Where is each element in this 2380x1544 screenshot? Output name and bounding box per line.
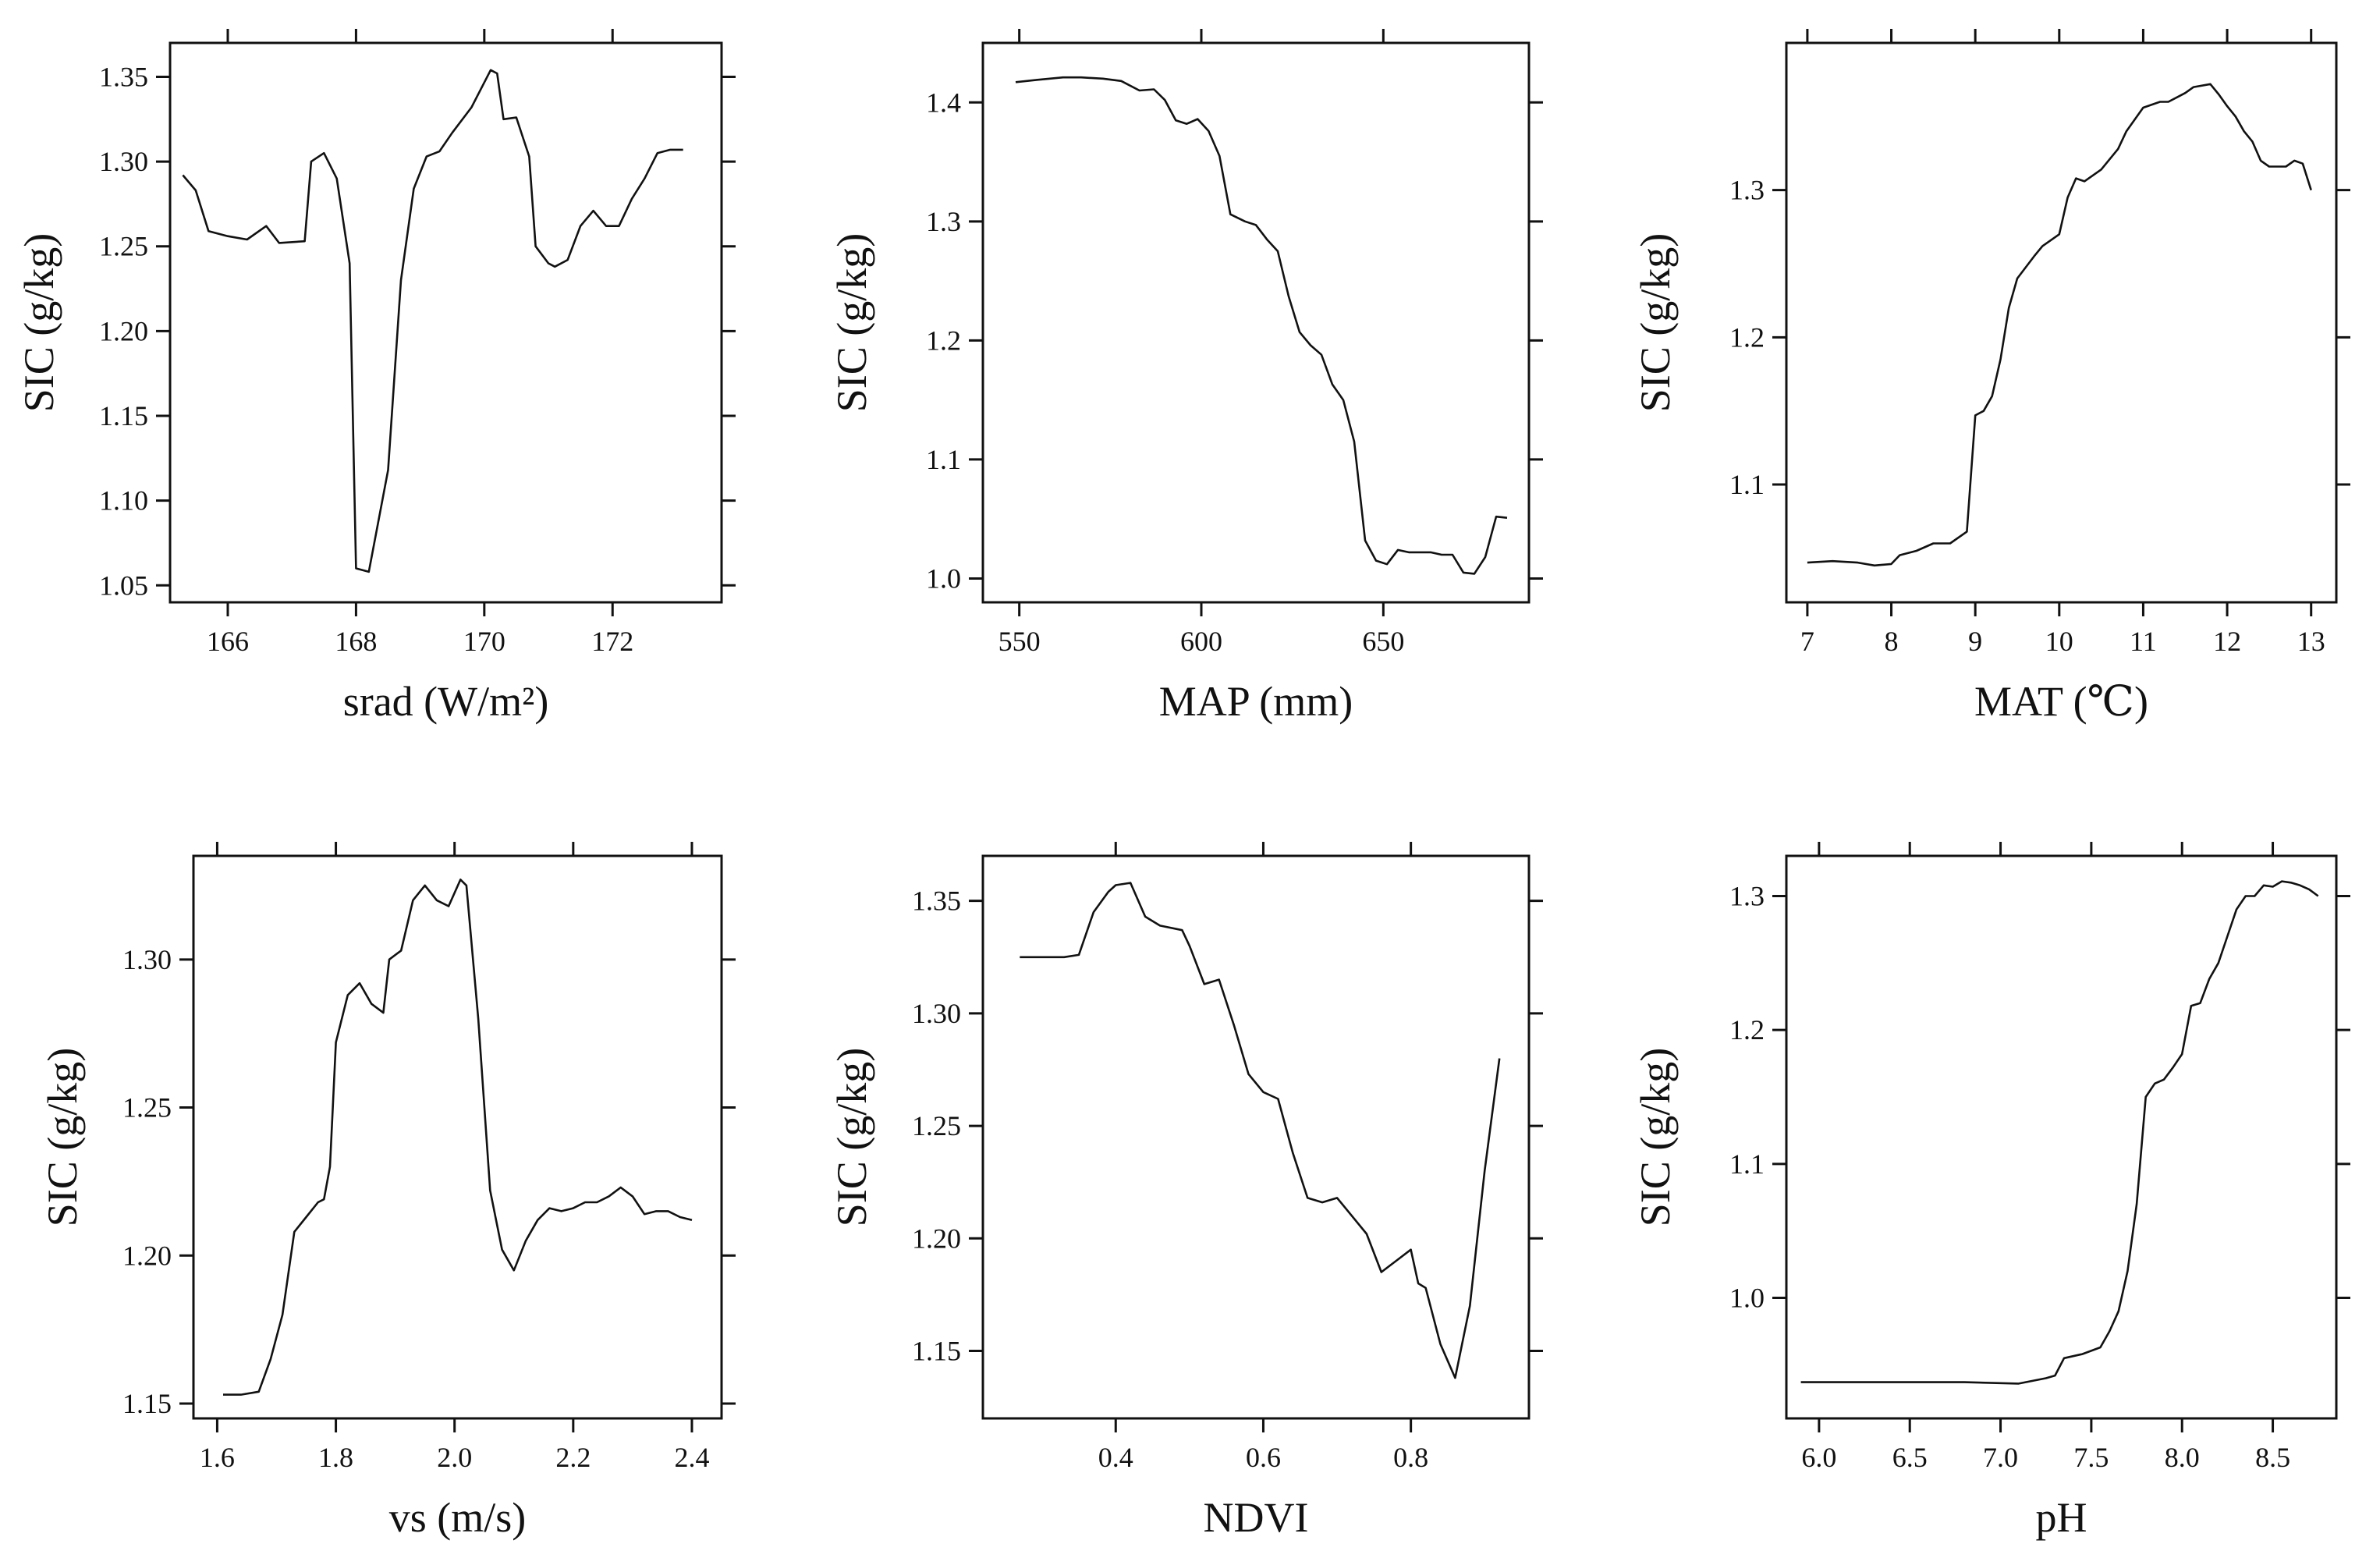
x-axis-label: MAT (℃) — [1974, 678, 2148, 725]
x-tick-label: 6.0 — [1801, 1442, 1836, 1473]
x-tick-label: 12 — [2213, 626, 2241, 657]
x-tick-label: 6.5 — [1892, 1442, 1928, 1473]
y-tick-label: 1.1 — [1729, 1148, 1765, 1180]
y-tick-label: 1.2 — [1729, 321, 1765, 353]
x-tick-label: 166 — [207, 626, 249, 657]
plot-frame — [981, 41, 1531, 604]
plot-frame — [1785, 41, 2338, 604]
series-line — [1020, 882, 1501, 1379]
x-tick-label: 1.8 — [318, 1442, 353, 1473]
x-tick-label: 0.6 — [1246, 1442, 1281, 1473]
x-tick-label: 0.8 — [1393, 1442, 1428, 1473]
y-tick-label: 1.10 — [99, 485, 148, 516]
y-axis-label: SIC (g/kg) — [39, 1048, 86, 1227]
y-axis-label: SIC (g/kg) — [828, 233, 875, 413]
chart-panel-4: 1.6 1.8 2.0 2.2 2.4 1.15 1.20 1.25 1.30 vs (m/s) S… — [39, 842, 736, 1541]
y-tick-label: 1.05 — [99, 570, 148, 601]
chart-panel-5: 0.4 0.6 0.8 1.15 1.20 1.25 1.30 1.35 NDVI SIC (g/… — [828, 842, 1543, 1541]
y-tick-label: 1.3 — [1729, 881, 1765, 912]
y-tick-label: 1.20 — [912, 1223, 961, 1254]
y-tick-label: 1.2 — [1729, 1014, 1765, 1045]
x-tick-label: 1.6 — [200, 1442, 235, 1473]
x-tick-label: 7 — [1800, 626, 1814, 657]
x-tick-label: 168 — [335, 626, 377, 657]
x-tick-label: 10 — [2045, 626, 2073, 657]
y-axis-label: SIC (g/kg) — [16, 233, 62, 413]
x-tick-label: 8.0 — [2165, 1442, 2200, 1473]
y-tick-label: 1.1 — [1729, 469, 1765, 500]
x-tick-label: 8.5 — [2255, 1442, 2290, 1473]
series-line — [1800, 880, 2319, 1385]
x-tick-label: 2.2 — [555, 1442, 591, 1473]
y-tick-label: 1.30 — [99, 146, 148, 177]
x-axis-label: srad (W/m²) — [343, 678, 549, 725]
chart-panel-3: 7 8 9 10 11 12 13 1.1 1.2 1.3 MAT (℃) SIC (g/kg) — [1632, 29, 2350, 725]
x-axis-label: vs (m/s) — [389, 1494, 527, 1541]
y-axis-label: SIC (g/kg) — [1632, 233, 1679, 413]
x-tick-label: 2.0 — [437, 1442, 472, 1473]
x-tick-label: 13 — [2297, 626, 2325, 657]
y-tick-label: 1.3 — [1729, 175, 1765, 206]
y-tick-label: 1.30 — [912, 998, 961, 1029]
x-tick-label: 8 — [1885, 626, 1899, 657]
plot-frame — [1785, 854, 2338, 1420]
x-tick-label: 9 — [1968, 626, 1982, 657]
y-tick-label: 1.35 — [912, 886, 961, 917]
x-tick-label: 11 — [2130, 626, 2157, 657]
series-line — [1807, 83, 2312, 567]
plot-frame — [168, 41, 723, 604]
y-tick-label: 1.25 — [912, 1110, 961, 1141]
y-tick-label: 1.20 — [99, 315, 148, 346]
y-tick-label: 1.20 — [122, 1240, 172, 1271]
y-tick-label: 1.30 — [122, 944, 172, 975]
chart-panel-6: 6.0 6.5 7.0 7.5 8.0 8.5 1.0 1.1 1.2 1.3 pH SIC (g/k… — [1632, 842, 2350, 1541]
chart-panel-1: 166 168 170 172 1.05 1.10 1.15 1.20 1.25 1.30 1.35… — [16, 29, 736, 725]
series-line — [223, 878, 693, 1396]
y-tick-label: 1.15 — [122, 1388, 172, 1419]
x-tick-label: 7.0 — [1983, 1442, 2018, 1473]
x-tick-label: 0.4 — [1098, 1442, 1133, 1473]
series-line — [182, 69, 683, 573]
y-tick-label: 1.15 — [912, 1335, 961, 1366]
x-tick-label: 7.5 — [2073, 1442, 2109, 1473]
y-tick-label: 1.4 — [926, 87, 961, 118]
y-tick-label: 1.0 — [1729, 1283, 1765, 1314]
y-tick-label: 1.25 — [99, 231, 148, 262]
chart-panel-2: 550 600 650 1.0 1.1 1.2 1.3 1.4 MAP (mm) SIC (g/k… — [828, 29, 1543, 725]
y-tick-label: 1.25 — [122, 1092, 172, 1123]
plot-frame — [192, 854, 723, 1420]
x-axis-label: NDVI — [1204, 1494, 1309, 1541]
x-tick-label: 550 — [998, 626, 1041, 657]
x-tick-label: 650 — [1362, 626, 1404, 657]
plot-frame — [981, 854, 1531, 1420]
y-tick-label: 1.2 — [926, 325, 961, 356]
x-tick-label: 170 — [463, 626, 505, 657]
y-tick-label: 1.3 — [926, 206, 961, 237]
x-tick-label: 2.4 — [674, 1442, 709, 1473]
y-tick-label: 1.1 — [926, 444, 961, 475]
y-tick-label: 1.35 — [99, 61, 148, 92]
x-tick-label: 172 — [591, 626, 633, 657]
series-line — [1015, 76, 1508, 575]
y-tick-label: 1.0 — [926, 563, 961, 594]
x-axis-label: MAP (mm) — [1159, 678, 1353, 725]
x-tick-label: 600 — [1180, 626, 1222, 657]
y-axis-label: SIC (g/kg) — [1632, 1048, 1679, 1227]
y-tick-label: 1.15 — [99, 400, 148, 431]
x-axis-label: pH — [2036, 1494, 2087, 1541]
y-axis-label: SIC (g/kg) — [828, 1048, 875, 1227]
